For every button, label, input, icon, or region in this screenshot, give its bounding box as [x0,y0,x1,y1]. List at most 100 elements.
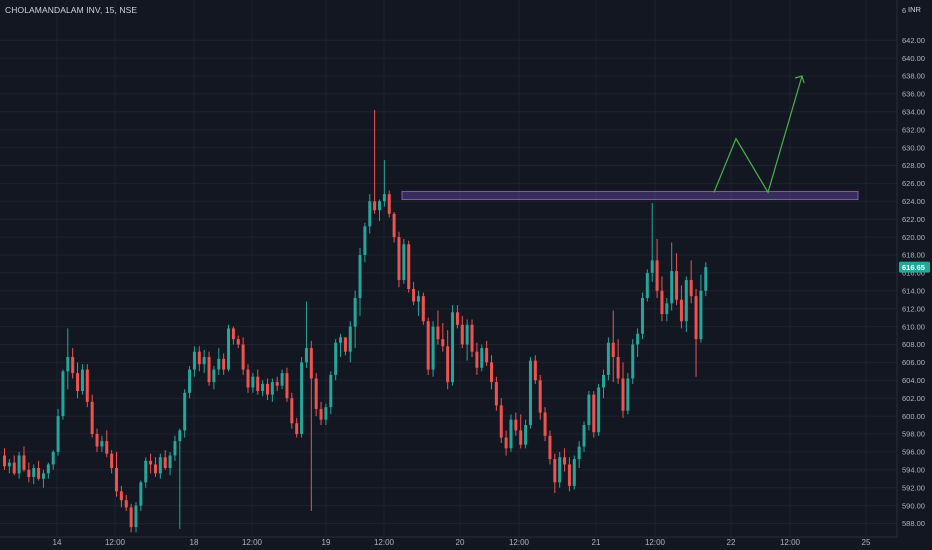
candle [202,349,206,374]
candle-body [300,362,304,434]
price-axis-top-cut-label: 6 [902,6,906,15]
candle [421,292,425,325]
candle-body [100,441,104,447]
candle-body [616,357,620,379]
candle-body [587,394,591,426]
price-axis[interactable]: 588.00 590.00 592.00 594.00 596.00 598.00 600.… [902,36,925,528]
candle [3,448,6,470]
candle-body [387,194,391,214]
candle-body [446,346,450,383]
candle [426,317,430,375]
time-tick-label: 12:00 [645,538,666,547]
candle-body [270,382,274,395]
candle-body [188,369,192,393]
symbol-header: CHOLAMANDALAM INV, 15, NSE [5,5,138,15]
candle [528,357,532,429]
candle [251,373,255,393]
candle-body [611,342,615,358]
candle-body [650,260,654,273]
candle-body [339,337,343,343]
candle-body [640,297,644,334]
candle-body [626,378,630,411]
candle [231,326,235,345]
candle-body [606,342,610,375]
last-price-label-text: 616.65 [902,263,925,272]
time-tick-label: 25 [862,538,871,547]
candle [397,231,401,288]
candle-body [490,362,493,383]
candle-body [324,407,328,420]
candle-body [451,312,455,383]
candle [241,337,245,375]
candle-body [290,398,294,424]
candle [509,414,513,452]
candle-body [645,272,649,298]
candle-body [115,468,119,492]
time-axis[interactable]: 14 12:00 18 12:00 19 12:00 20 12:00 21 12:00 22 12:… [53,538,871,547]
candle-body [382,194,386,202]
candle [95,428,99,452]
candle-body [426,321,430,370]
candle [12,455,16,476]
grid-lines [0,0,897,537]
candle [100,435,104,452]
candle [197,346,201,372]
candle-body [71,357,75,374]
candle-body [538,380,542,413]
candle [314,373,318,417]
candle [655,238,659,298]
candle-body [684,280,688,322]
candle [41,469,45,488]
candle-body [66,357,70,372]
candle-body [485,348,489,363]
candle-body [173,441,177,456]
candle [85,364,89,408]
candle [543,407,547,442]
time-tick-label: 12:00 [780,538,801,547]
candle-body [524,425,528,445]
candle [188,365,192,399]
candle-body [368,201,372,227]
candle [173,435,177,461]
candle [416,290,420,316]
candle-body [134,505,138,528]
candle [265,378,269,400]
candle-body [319,408,323,420]
time-tick-label: 12:00 [509,538,530,547]
candle [548,430,552,465]
candle-body [392,213,396,238]
candle-body [119,491,123,501]
candle-body [309,348,313,379]
candle-body [41,473,45,479]
candle-body [251,376,255,388]
candle [504,430,508,456]
candle-body [416,296,420,302]
candle [392,212,396,243]
candle-body [17,455,21,474]
candle-body [139,482,143,506]
candle-body [129,507,133,528]
candle-body [670,271,674,304]
candle [567,457,571,492]
candle [446,330,450,390]
candle-body [436,326,440,340]
candle [465,319,469,361]
price-tick-label: 590.00 [902,501,925,510]
candle-body [37,468,41,479]
candle-body [494,382,498,406]
candle-body [465,324,469,345]
price-tick-label: 592.00 [902,483,925,492]
candle-body [441,339,445,347]
candle [660,276,664,322]
time-tick-label: 21 [592,538,601,547]
candle [334,339,338,381]
candle [285,367,289,402]
candle [441,323,445,352]
time-tick-label: 14 [53,538,62,547]
candle-body [3,455,6,467]
candle-body [265,383,269,395]
candle-body [543,412,547,436]
candle-body [377,201,381,211]
time-tick-label: 19 [322,538,331,547]
